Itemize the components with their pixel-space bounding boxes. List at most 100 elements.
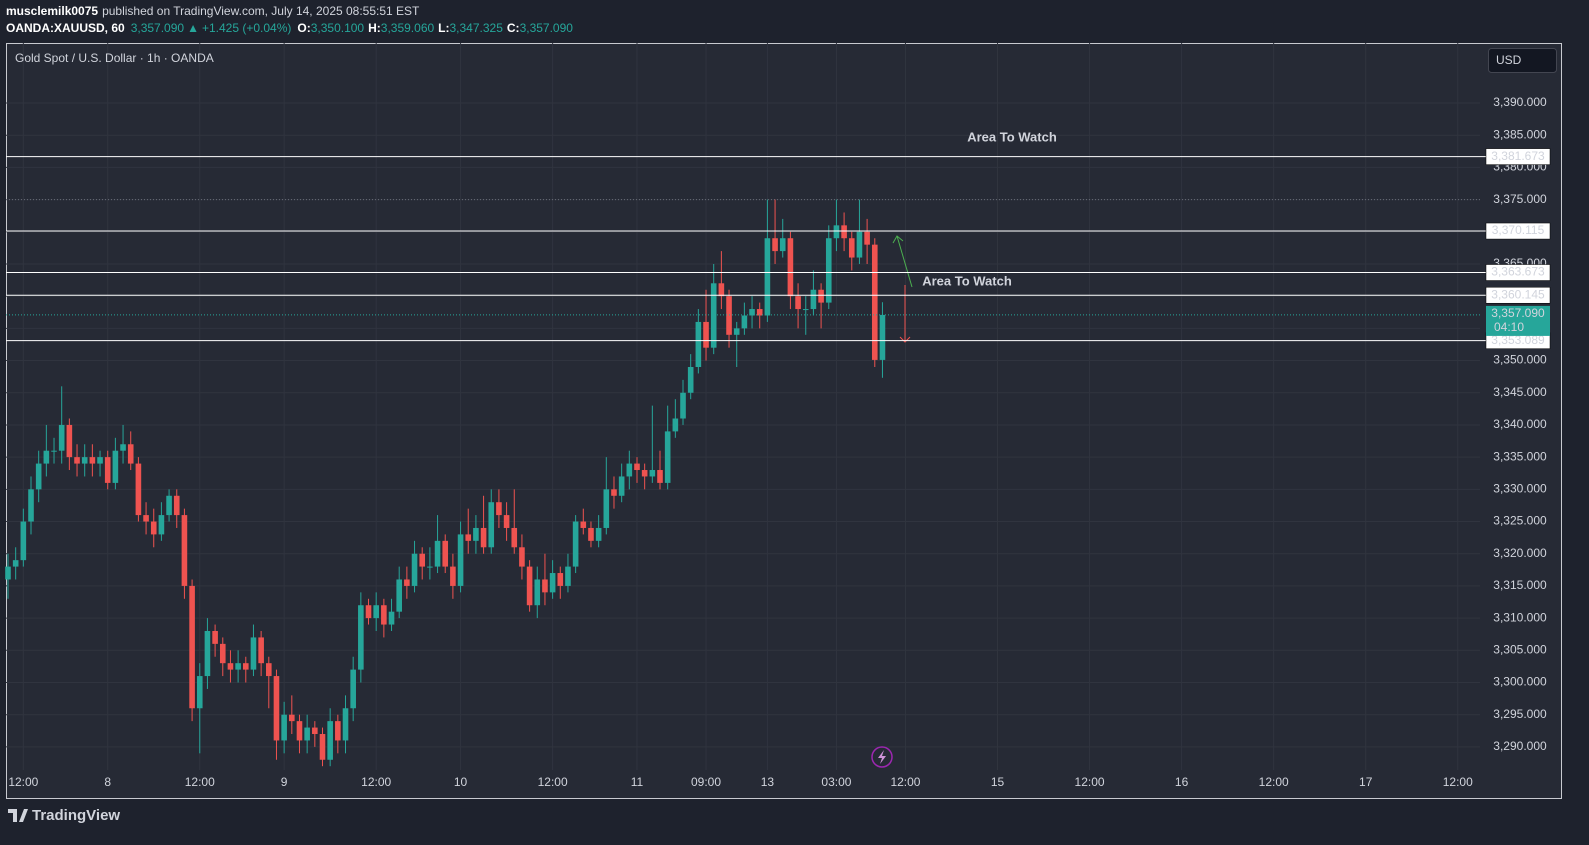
candle-body	[756, 309, 763, 316]
x-tick-label: 8	[104, 775, 111, 789]
candle-body	[411, 553, 418, 586]
y-tick-label: 3,305.000	[1493, 642, 1547, 656]
candle-body	[641, 470, 648, 477]
arrow-up-head	[892, 235, 904, 244]
annotation: Area To Watch	[967, 129, 1057, 144]
candle-body	[549, 573, 556, 593]
candle-body	[649, 470, 656, 477]
candle-body	[519, 547, 525, 567]
candle-body	[611, 489, 617, 496]
candle-body	[242, 663, 249, 670]
author[interactable]: musclemilk0075	[6, 4, 98, 18]
candle-body	[802, 309, 809, 311]
candle-body	[572, 521, 579, 567]
x-tick-label: 12:00	[361, 775, 391, 789]
candle-body	[473, 527, 479, 541]
candle-body	[542, 579, 548, 593]
candle-body	[396, 579, 402, 612]
candle-body	[350, 669, 356, 709]
candle-body	[58, 424, 65, 451]
x-tick-label: 12:00	[538, 775, 568, 789]
candle-body	[181, 515, 188, 586]
candle-body	[319, 734, 326, 760]
candle-body	[687, 366, 694, 393]
brand-logo[interactable]	[8, 809, 28, 822]
level-label: 3,360.145	[1491, 287, 1545, 301]
x-tick-label: 09:00	[691, 775, 721, 789]
change-arrow: ▲	[187, 21, 199, 35]
last-price-label: 3,357.090	[1491, 306, 1545, 320]
candle-body	[618, 476, 625, 496]
x-tick-label: 03:00	[821, 775, 851, 789]
arrow-up	[896, 235, 913, 288]
candle-body	[5, 566, 11, 580]
candle-body	[135, 463, 142, 516]
candle-body	[388, 611, 395, 625]
annotation: Area To Watch	[922, 273, 1012, 288]
y-tick-label: 3,350.000	[1493, 353, 1547, 367]
candle-body	[764, 238, 771, 316]
header-line-2: OANDA:XAUUSD, 60 3,357.090 ▲ +1.425 (+0.04%…	[6, 21, 573, 35]
candle-body	[189, 585, 195, 709]
candle-body	[196, 676, 203, 709]
candle-body	[20, 521, 27, 561]
candle-body	[327, 721, 333, 760]
countdown: 04:10	[1494, 320, 1524, 334]
candle-body	[710, 283, 717, 348]
y-tick-label: 3,340.000	[1493, 417, 1547, 431]
level-label-box	[1485, 286, 1551, 304]
candle-body	[51, 450, 57, 452]
level-label: 3,370.115	[1492, 223, 1545, 237]
candle-body	[227, 663, 234, 670]
x-tick-label: 12:00	[890, 775, 920, 789]
candle-body	[703, 321, 709, 348]
y-tick-label: 3,290.000	[1493, 739, 1547, 753]
x-tick-label: 17	[1359, 775, 1373, 789]
x-tick-label: 9	[281, 775, 288, 789]
y-tick-label: 3,330.000	[1493, 482, 1547, 496]
arrow-down-head	[899, 336, 911, 343]
candle-body	[595, 527, 602, 541]
candle-body	[695, 321, 702, 367]
h-label: H:	[368, 21, 381, 35]
candle-body	[749, 309, 755, 316]
candle-body	[143, 515, 149, 522]
l-label: L:	[438, 21, 449, 35]
y-tick-label: 3,335.000	[1493, 449, 1547, 463]
candle-body	[664, 431, 671, 483]
o: 3,350.100	[311, 21, 365, 35]
candle-body	[588, 527, 594, 541]
candle-body	[66, 424, 73, 458]
level-label-box	[1485, 222, 1551, 240]
candle-body	[871, 244, 878, 360]
candle-body	[818, 289, 824, 303]
last-price-box	[1486, 305, 1550, 336]
candle-body	[166, 495, 172, 516]
candle-body	[12, 560, 19, 567]
candle-body	[457, 534, 464, 586]
candle-body	[779, 238, 786, 252]
brand[interactable]: TradingView	[32, 807, 120, 824]
candle-body	[419, 553, 426, 567]
candle-body	[281, 714, 287, 741]
x-tick-label: 16	[1175, 775, 1189, 789]
c: 3,357.090	[520, 21, 574, 35]
currency-button[interactable]	[1488, 48, 1557, 73]
candle-body	[825, 238, 832, 303]
price: 3,357.090	[131, 21, 185, 35]
candle-body	[565, 566, 571, 586]
candle-body	[104, 457, 111, 483]
candle-body	[28, 489, 34, 522]
candle-body	[258, 637, 264, 664]
candle-body	[680, 392, 686, 419]
currency: USD	[1496, 53, 1522, 67]
candle-body	[795, 296, 801, 310]
candle-body	[120, 444, 126, 451]
symbol: OANDA:XAUUSD, 60	[6, 21, 125, 35]
candle-body	[127, 444, 134, 464]
candle-body	[634, 463, 640, 471]
candle-body	[442, 540, 449, 567]
x-tick-label: 12:00	[1075, 775, 1105, 789]
candle-body	[726, 296, 732, 335]
candle-body	[434, 540, 441, 567]
